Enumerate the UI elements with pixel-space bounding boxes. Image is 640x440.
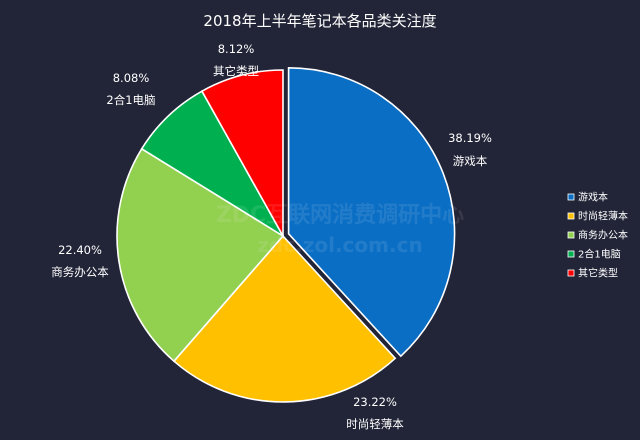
watermark-line2: zdc.zol.com.cn <box>257 233 422 257</box>
legend-swatch <box>567 269 575 277</box>
slice-category-label: 时尚轻薄本 <box>346 417 404 431</box>
pie-slices <box>116 67 456 403</box>
legend-label: 其它类型 <box>578 267 618 280</box>
watermark-line1: ZDC互联网消费调研中心 <box>216 203 464 228</box>
slice-category-label: 2合1电脑 <box>106 93 155 107</box>
legend-label: 2合1电脑 <box>578 248 621 261</box>
legend-swatch <box>567 250 575 258</box>
slice-value-label: 8.08% <box>113 71 150 85</box>
pie-slice-2 <box>172 234 397 403</box>
pie-slice-3 <box>116 147 285 363</box>
pie-slice-1 <box>287 67 456 358</box>
legend-swatch <box>567 193 575 201</box>
legend-label: 商务办公本 <box>578 229 628 242</box>
pie-slice-5 <box>200 69 284 240</box>
legend-swatch <box>567 212 575 220</box>
legend-label: 游戏本 <box>578 191 608 204</box>
slice-category-label: 游戏本 <box>453 154 488 168</box>
chart-title: 2018年上半年笔记本各品类关注度 <box>203 12 436 30</box>
slice-category-label: 其它类型 <box>213 64 259 78</box>
slice-labels: 38.19% 游戏本 23.22% 时尚轻薄本 22.40% 商务办公本 8.08% 2合1电… <box>51 42 492 431</box>
legend-swatch <box>567 231 575 239</box>
slice-value-label: 8.12% <box>218 42 255 56</box>
slice-category-label: 商务办公本 <box>51 265 109 279</box>
slice-value-label: 22.40% <box>58 243 102 257</box>
legend-label: 时尚轻薄本 <box>578 210 628 223</box>
slice-value-label: 38.19% <box>448 131 492 145</box>
slice-value-label: 23.22% <box>353 395 397 409</box>
